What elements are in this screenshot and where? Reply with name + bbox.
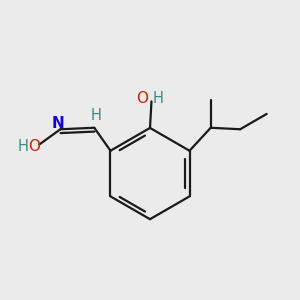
Text: H: H — [90, 108, 101, 123]
Text: O: O — [136, 91, 148, 106]
Text: O: O — [28, 140, 40, 154]
Text: H: H — [18, 140, 28, 154]
Text: N: N — [52, 116, 64, 131]
Text: H: H — [152, 91, 164, 106]
